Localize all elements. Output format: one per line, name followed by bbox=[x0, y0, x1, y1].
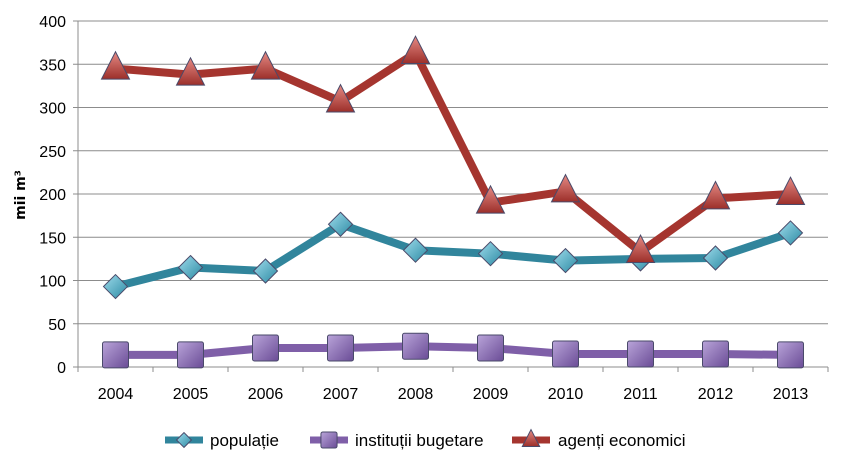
y-tick-label: 300 bbox=[39, 101, 66, 118]
x-tick-label: 2012 bbox=[698, 386, 734, 403]
data-point-marker bbox=[327, 211, 354, 237]
data-point-marker bbox=[102, 273, 129, 300]
data-point-marker bbox=[325, 83, 356, 113]
data-point-marker bbox=[700, 180, 731, 210]
data-point-marker bbox=[627, 340, 654, 368]
series-line bbox=[115, 49, 791, 256]
x-tick-label: 2009 bbox=[473, 386, 509, 403]
y-axis-tick-labels: 0 50 100 150 200 250 300 350 400 bbox=[39, 14, 66, 377]
data-point-marker bbox=[252, 334, 279, 362]
series-2 bbox=[102, 332, 804, 369]
data-point-marker bbox=[177, 254, 204, 281]
legend-item: agenți economici bbox=[512, 428, 686, 450]
legend-label: instituții bugetare bbox=[355, 431, 484, 450]
x-tick-label: 2008 bbox=[398, 386, 434, 403]
legend-marker bbox=[175, 431, 193, 449]
data-point-marker bbox=[775, 176, 806, 205]
data-point-marker bbox=[400, 35, 431, 65]
legend-marker bbox=[521, 428, 541, 448]
data-point-marker bbox=[175, 56, 206, 86]
y-axis-label: mii m³ bbox=[13, 170, 29, 220]
legend-item: populație bbox=[165, 431, 279, 450]
data-point-marker bbox=[702, 245, 729, 271]
legend-marker bbox=[320, 431, 338, 449]
data-point-marker bbox=[552, 340, 579, 368]
y-tick-label: 400 bbox=[39, 14, 66, 31]
legend-item: instituții bugetare bbox=[310, 431, 484, 450]
data-point-marker bbox=[250, 50, 281, 80]
data-point-marker bbox=[102, 341, 129, 369]
y-tick-label: 100 bbox=[39, 274, 66, 291]
data-point-marker bbox=[477, 334, 504, 362]
y-tick-label: 0 bbox=[57, 360, 66, 377]
legend: populație instituții bugetare agenți econo… bbox=[165, 428, 686, 450]
series-line bbox=[115, 342, 791, 359]
data-point-marker bbox=[252, 258, 279, 284]
data-point-marker bbox=[177, 341, 204, 369]
data-point-marker bbox=[550, 173, 581, 203]
data-point-marker bbox=[702, 340, 729, 368]
data-point-marker bbox=[475, 184, 506, 214]
x-axis-tick-labels: 2004 2005 2006 2007 2008 2009 2010 2011 2012 2013 bbox=[98, 386, 809, 403]
x-tick-label: 2013 bbox=[773, 386, 809, 403]
data-point-marker bbox=[327, 334, 354, 362]
data-point-marker bbox=[402, 237, 429, 263]
y-tick-label: 200 bbox=[39, 187, 66, 204]
series-group bbox=[100, 35, 806, 369]
x-tick-label: 2010 bbox=[548, 386, 584, 403]
data-point-marker bbox=[777, 220, 804, 246]
x-tick-label: 2005 bbox=[173, 386, 209, 403]
data-point-marker bbox=[100, 50, 131, 80]
series-line bbox=[114, 220, 792, 291]
legend-label: agenți economici bbox=[558, 431, 686, 450]
data-point-marker bbox=[777, 341, 804, 369]
y-tick-label: 150 bbox=[39, 230, 66, 247]
x-tick-label: 2007 bbox=[323, 386, 359, 403]
series-3 bbox=[100, 35, 806, 263]
data-point-marker bbox=[402, 332, 429, 360]
data-point-marker bbox=[625, 234, 656, 263]
series-1 bbox=[102, 211, 804, 300]
legend-label: populație bbox=[210, 431, 279, 450]
y-tick-label: 50 bbox=[48, 317, 66, 334]
x-tick-label: 2006 bbox=[248, 386, 284, 403]
gridlines bbox=[78, 20, 828, 325]
data-point-marker bbox=[552, 247, 579, 274]
y-tick-label: 350 bbox=[39, 57, 66, 74]
y-tick-label: 250 bbox=[39, 144, 66, 161]
x-tick-label: 2004 bbox=[98, 386, 134, 403]
x-tick-label: 2011 bbox=[623, 386, 658, 403]
data-point-marker bbox=[477, 240, 504, 267]
